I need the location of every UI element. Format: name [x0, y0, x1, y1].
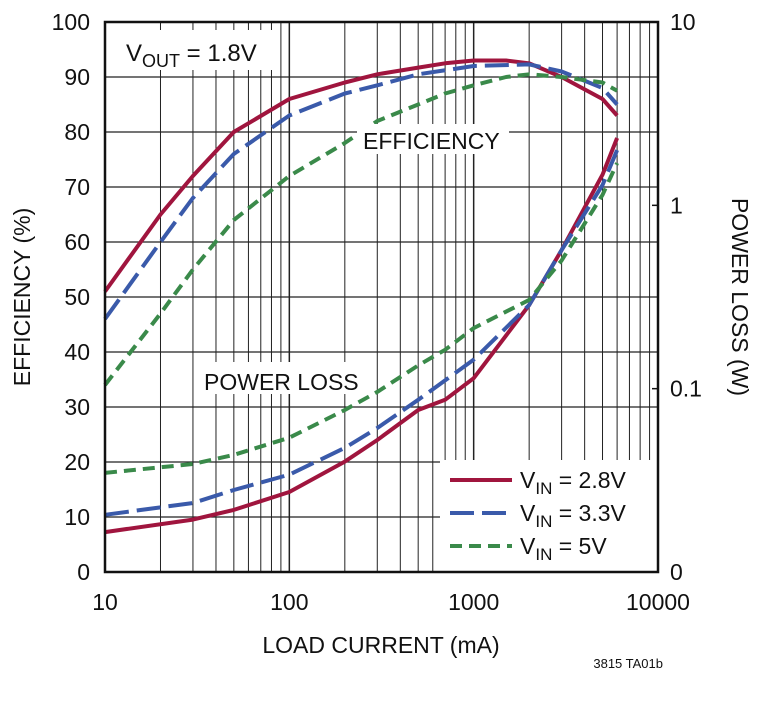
y-tick-label: 60: [64, 229, 90, 255]
power-loss-label: POWER LOSS: [204, 369, 359, 395]
curves: [103, 58, 619, 535]
x-tick-label: 1000: [448, 589, 499, 615]
vout-label-bg: [118, 30, 280, 70]
y2-tick-label: 0: [670, 559, 683, 585]
x-axis-label: LOAD CURRENT (mA): [262, 632, 499, 658]
y-tick-label: 50: [64, 284, 90, 310]
y2-axis-label: POWER LOSS (W): [727, 198, 753, 396]
legend-entry: VIN = 5V: [520, 533, 607, 564]
y2-tick-label: 1: [670, 192, 683, 218]
efficiency-curve: [103, 62, 619, 321]
y-axis-label: EFFICIENCY (%): [9, 208, 35, 386]
y-tick-label: 20: [64, 449, 90, 475]
vout-annotation: VOUT = 1.8V: [126, 40, 257, 71]
legend-entry: VIN = 2.8V: [520, 467, 627, 498]
legend-entry: VIN = 3.3V: [520, 500, 627, 531]
y-tick-label: 30: [64, 394, 90, 420]
efficiency-label-bg: [357, 124, 509, 154]
y2-tick-label: 0.1: [670, 376, 702, 402]
y-tick-label: 10: [64, 504, 90, 530]
y-tick-label: 0: [77, 559, 90, 585]
x-tick-label: 10000: [626, 589, 690, 615]
power-loss-curve: [104, 162, 619, 475]
efficiency-curve: [103, 72, 619, 387]
y2-tick-label: 10: [670, 9, 696, 35]
y-tick-label: 90: [64, 64, 90, 90]
y-tick-label: 100: [52, 9, 90, 35]
power-loss-label-bg: [198, 362, 370, 394]
y-tick-label: 40: [64, 339, 90, 365]
plot-frame: [103, 20, 660, 574]
efficiency-curve: [103, 58, 619, 293]
y-tick-label: 80: [64, 119, 90, 145]
y-tick-label: 70: [64, 174, 90, 200]
x-tick-label: 10: [92, 589, 118, 615]
tick-labels: 10 100 1000 10000010203040506070809010000.1…: [52, 9, 702, 615]
footnote: 3815 TA01b: [593, 656, 663, 671]
power-loss-curve: [104, 149, 619, 517]
efficiency-label: EFFICIENCY: [363, 128, 500, 154]
x-tick-label: 100: [270, 589, 308, 615]
